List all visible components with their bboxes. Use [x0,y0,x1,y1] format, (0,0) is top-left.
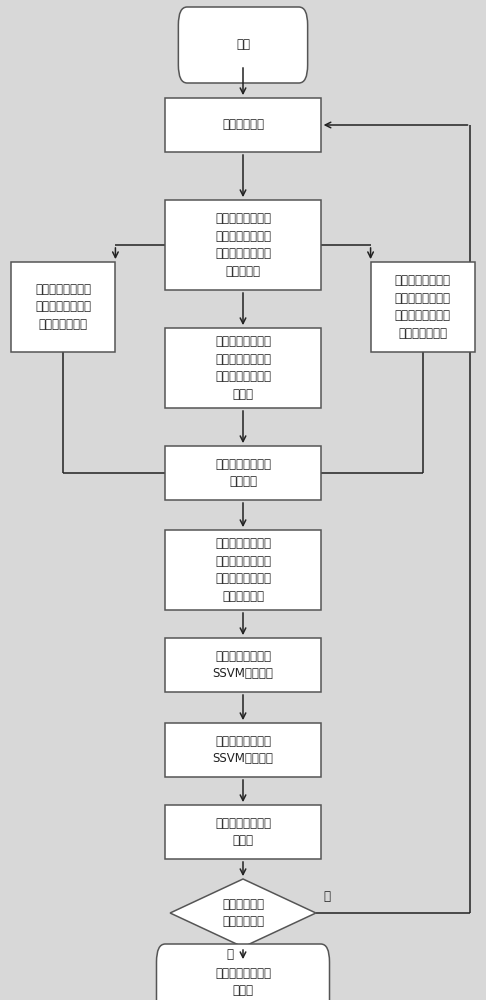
Text: 开始: 开始 [236,38,250,51]
Bar [11,262,115,352]
Text: 选择一类物体: 选择一类物体 [222,118,264,131]
Text: 在测试集上，使用
SSVM进行测试: 在测试集上，使用 SSVM进行测试 [212,735,274,765]
Bar [165,530,321,610]
Bar [165,446,321,500]
Text: 使用图像的局部特
征检测出图像中的
物体窗口及权重: 使用图像的局部特 征检测出图像中的 物体窗口及权重 [35,283,91,331]
Text: 融合物体检测结果
并输出: 融合物体检测结果 并输出 [215,967,271,997]
Bar [165,638,321,692]
Bar [165,200,321,290]
Text: 否: 否 [226,948,233,961]
Text: 对图像中物体和对
应的视觉习语，统
计物体和视觉习语
的相对位置: 对图像中物体和对 应的视觉习语，统 计物体和视觉习语 的相对位置 [215,212,271,278]
Text: 去除视觉习语的检
测窗口: 去除视觉习语的检 测窗口 [215,817,271,847]
Bar [165,805,321,859]
FancyBboxPatch shape [178,7,308,83]
Text: 是否还有没有
检测的物体？: 是否还有没有 检测的物体？ [222,898,264,928]
Polygon shape [170,879,316,947]
Bar [165,328,321,408]
Text: 在训练集合上选择
最佳参数: 在训练集合上选择 最佳参数 [215,458,271,488]
Text: 使用健壮的聚类算
法，将相对位置在
二维空间中聚类得
到原型: 使用健壮的聚类算 法，将相对位置在 二维空间中聚类得 到原型 [215,335,271,401]
Bar [165,723,321,777]
FancyBboxPatch shape [156,944,330,1000]
Bar [370,262,475,352]
Text: 在整个数据集上，
基于原型、物体和
视觉习语窗口构建
空间关系特征: 在整个数据集上， 基于原型、物体和 视觉习语窗口构建 空间关系特征 [215,537,271,603]
Text: 使用图像的局部特
征检测出图像中与
物体相关的的视觉
习语窗口及权重: 使用图像的局部特 征检测出图像中与 物体相关的的视觉 习语窗口及权重 [395,274,451,340]
Text: 在训练集上，使用
SSVM进行训练: 在训练集上，使用 SSVM进行训练 [212,650,274,680]
Bar [165,98,321,152]
Text: 是: 是 [323,890,330,903]
